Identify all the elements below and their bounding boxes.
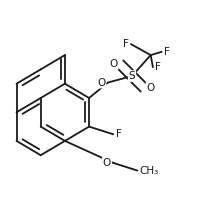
Text: O: O (97, 78, 106, 88)
Text: O: O (110, 59, 118, 69)
Text: F: F (155, 62, 161, 72)
Text: F: F (116, 129, 121, 139)
Text: CH₃: CH₃ (140, 166, 159, 176)
Text: S: S (129, 71, 135, 81)
Text: O: O (146, 83, 155, 93)
Text: O: O (103, 158, 111, 168)
Text: F: F (123, 39, 129, 49)
Text: F: F (164, 47, 170, 57)
